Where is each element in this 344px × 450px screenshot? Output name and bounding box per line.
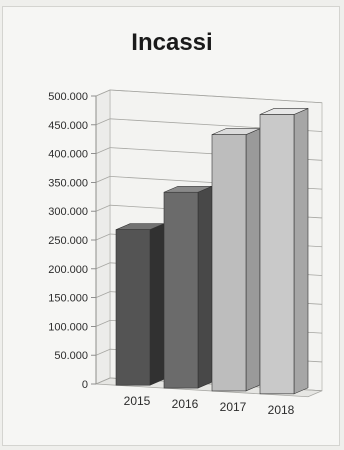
bar-2017 — [211, 134, 247, 392]
bar-side — [149, 223, 165, 386]
gridline-side — [95, 377, 111, 385]
y-tick-label: 250.000 — [48, 235, 88, 247]
gridline-side — [95, 204, 111, 212]
gridline-side — [95, 89, 111, 97]
gridline-side — [95, 348, 111, 356]
x-tick-label: 2017 — [220, 400, 247, 414]
y-tick-label: 300.000 — [48, 206, 88, 218]
gridline — [109, 89, 323, 104]
x-tick-label: 2018 — [268, 403, 295, 417]
bar-side — [245, 128, 261, 392]
y-tick-label: 50.000 — [54, 350, 88, 362]
y-tick-label: 450.000 — [48, 120, 88, 132]
y-tick-label: 400.000 — [48, 149, 88, 161]
gridline-side — [95, 118, 111, 126]
bar-2016 — [163, 191, 199, 389]
y-tick-label: 100.000 — [48, 321, 88, 333]
gridline-side — [95, 176, 111, 183]
gridline-side — [95, 262, 111, 270]
y-tick-label: 200.000 — [48, 264, 88, 276]
x-tick-label: 2016 — [172, 397, 199, 411]
gridline-side — [95, 291, 111, 298]
x-tick-label: 2015 — [124, 394, 151, 408]
gridline-side — [95, 147, 111, 154]
gridline-side — [95, 320, 111, 327]
bar-2018 — [259, 114, 295, 395]
y-tick-label: 150.000 — [48, 293, 88, 305]
chart-title: Incassi — [131, 29, 212, 56]
bar-side — [293, 108, 309, 395]
bar-2015 — [115, 229, 151, 386]
bar-side — [197, 185, 213, 389]
y-tick-label: 500.000 — [48, 91, 88, 103]
gridline-side — [95, 233, 111, 241]
y-tick-label: 0 — [82, 379, 88, 391]
y-tick-label: 350.000 — [48, 177, 88, 189]
